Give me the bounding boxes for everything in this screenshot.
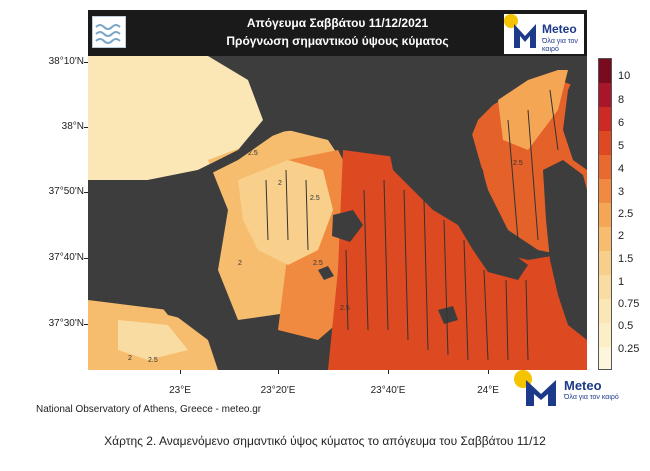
- contour-label: 2.5: [248, 150, 258, 157]
- colorbar-segment: [599, 83, 611, 107]
- land-aegina: [332, 210, 363, 242]
- sea-nw-gulf: [88, 50, 263, 180]
- colorbar-label: 5: [618, 140, 625, 152]
- sea-corinth-inlet: [238, 160, 333, 265]
- colorbar-segment: [599, 107, 611, 131]
- longitude-label: 23°20'E: [260, 385, 296, 396]
- contour-label: 2.5: [513, 160, 523, 167]
- meteo-m-icon: [514, 24, 536, 48]
- wave-direction-arrows: [265, 89, 559, 361]
- colorbar-label: 1: [618, 276, 625, 288]
- colorbar-label: 4: [618, 163, 625, 175]
- brand-name: Meteo: [564, 378, 602, 393]
- longitude-label: 23°40'E: [370, 385, 406, 396]
- source-credit: National Observatory of Athens, Greece -…: [36, 404, 262, 415]
- wave-height-map: 2.5 2 2.5 2.5 2 2.5 2 2.5 2.5: [88, 10, 587, 370]
- colorbar-label: 6: [618, 117, 625, 129]
- colorbar-segment: [599, 323, 611, 347]
- colorbar-segment: [599, 179, 611, 203]
- map-canvas: 2.5 2 2.5 2.5 2 2.5 2 2.5 2.5: [88, 50, 587, 370]
- land-attica: [388, 145, 528, 280]
- latitude-label: 37°50'N: [48, 186, 84, 197]
- colorbar-label: 0.25: [618, 343, 640, 355]
- colorbar-segment: [599, 59, 611, 83]
- contour-label: 2: [238, 260, 242, 267]
- colorbar-segment: [599, 299, 611, 323]
- land-small-island: [438, 306, 458, 324]
- colorbar-label: 3: [618, 186, 625, 198]
- colorbar-label: 1.5: [618, 253, 634, 265]
- meteo-logo-top: Meteo Όλα για τον καιρό: [504, 14, 584, 54]
- colorbar-label: 0.5: [618, 320, 634, 332]
- contour-label: 2: [278, 180, 282, 187]
- sea-southwest-light: [118, 320, 188, 360]
- colorbar-label: 0.75: [618, 298, 640, 310]
- longitude-label: 24°E: [477, 385, 499, 396]
- longitude-label: 23°E: [169, 385, 191, 396]
- map-title: Απόγευμα Σαββάτου 11/12/2021: [246, 16, 429, 30]
- land-east-strip: [563, 50, 587, 170]
- latitude-label: 38°10'N: [48, 56, 84, 67]
- brand-tagline: Όλα για τον καιρό: [564, 394, 619, 401]
- title-banner: Απόγευμα Σαββάτου 11/12/2021 Πρόγνωση ση…: [88, 10, 587, 56]
- contour-label: 2.5: [340, 305, 350, 312]
- latitude-label: 37°30'N: [48, 318, 84, 329]
- contour-label: 2: [128, 355, 132, 362]
- contour-label: 2.5: [313, 260, 323, 267]
- contour-label: 2.5: [148, 357, 158, 364]
- colorbar-label: 2: [618, 230, 625, 242]
- meteo-logo-bottom: Meteo Όλα για τον καιρό: [514, 370, 624, 410]
- brand-tagline: Όλα για τον καιρό: [542, 38, 578, 53]
- colorbar-segment: [599, 251, 611, 275]
- latitude-label: 37°40'N: [48, 252, 84, 263]
- colorbar-segment: [599, 203, 611, 227]
- colorbar-segment: [599, 227, 611, 251]
- sea-central-red: [328, 150, 587, 370]
- colorbar-label: 2.5: [618, 208, 634, 220]
- waves-logo-icon: [92, 16, 126, 48]
- land-small-island-2: [318, 266, 334, 280]
- brand-name: Meteo: [542, 22, 577, 36]
- land-east-coast: [543, 160, 587, 340]
- contour-label: 2.5: [310, 195, 320, 202]
- colorbar-segment: [599, 347, 611, 369]
- land-peloponnese-west: [88, 200, 178, 295]
- figure-caption: Χάρτης 2. Αναμενόμενο σημαντικό ύψος κύμ…: [104, 434, 546, 448]
- wave-height-colorbar: [598, 58, 612, 370]
- land-north-mainland: [88, 50, 587, 210]
- colorbar-label: 8: [618, 94, 625, 106]
- colorbar-segment: [599, 155, 611, 179]
- colorbar-segment: [599, 275, 611, 299]
- sun-icon: [504, 14, 518, 28]
- land-methana-area: [148, 280, 198, 320]
- meteo-m-icon: [526, 380, 556, 406]
- colorbar-segment: [599, 131, 611, 155]
- colorbar-label: 10: [618, 70, 631, 82]
- map-subtitle: Πρόγνωση σημαντικού ύψους κύματος: [226, 34, 449, 48]
- latitude-label: 38°N: [61, 121, 84, 132]
